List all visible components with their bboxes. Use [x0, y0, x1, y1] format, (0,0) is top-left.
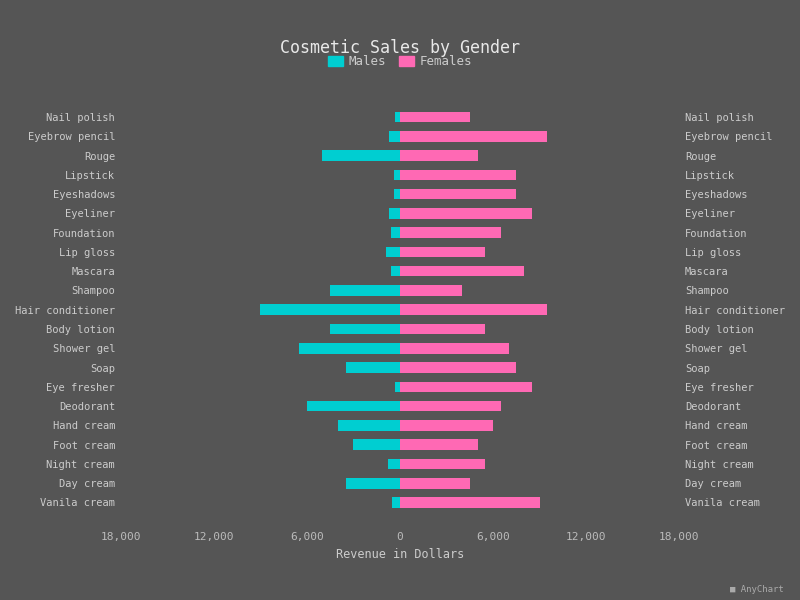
Bar	[400, 401, 501, 412]
Bar	[400, 324, 486, 334]
Bar	[400, 131, 547, 142]
Bar	[390, 266, 400, 277]
Bar	[392, 497, 400, 508]
Bar	[386, 247, 400, 257]
X-axis label: Revenue in Dollars: Revenue in Dollars	[336, 548, 464, 561]
Bar	[400, 227, 501, 238]
Bar	[389, 131, 400, 142]
Bar	[395, 112, 400, 122]
Bar	[260, 304, 400, 315]
Bar	[390, 227, 400, 238]
Bar	[400, 497, 540, 508]
Bar	[400, 420, 493, 431]
Bar	[400, 112, 470, 122]
Legend: Males, Females: Males, Females	[322, 50, 478, 73]
Bar	[346, 362, 400, 373]
Bar	[400, 458, 486, 469]
Bar	[389, 208, 400, 218]
Bar	[400, 247, 486, 257]
Bar	[400, 478, 470, 488]
Bar	[394, 170, 400, 180]
Bar	[387, 458, 400, 469]
Bar	[400, 266, 524, 277]
Bar	[400, 285, 462, 296]
Bar	[322, 150, 400, 161]
Bar	[394, 189, 400, 199]
Bar	[400, 439, 478, 450]
Bar	[330, 285, 400, 296]
Bar	[299, 343, 400, 353]
Bar	[400, 150, 478, 161]
Bar	[338, 420, 400, 431]
Bar	[400, 362, 517, 373]
Bar	[354, 439, 400, 450]
Bar	[346, 478, 400, 488]
Bar	[400, 170, 517, 180]
Bar	[400, 343, 509, 353]
Bar	[400, 208, 532, 218]
Bar	[330, 324, 400, 334]
Bar	[400, 189, 517, 199]
Bar	[395, 382, 400, 392]
Bar	[400, 382, 532, 392]
Bar	[307, 401, 400, 412]
Text: ■ AnyChart: ■ AnyChart	[730, 585, 784, 594]
Title: Cosmetic Sales by Gender: Cosmetic Sales by Gender	[280, 39, 520, 57]
Bar	[400, 304, 547, 315]
